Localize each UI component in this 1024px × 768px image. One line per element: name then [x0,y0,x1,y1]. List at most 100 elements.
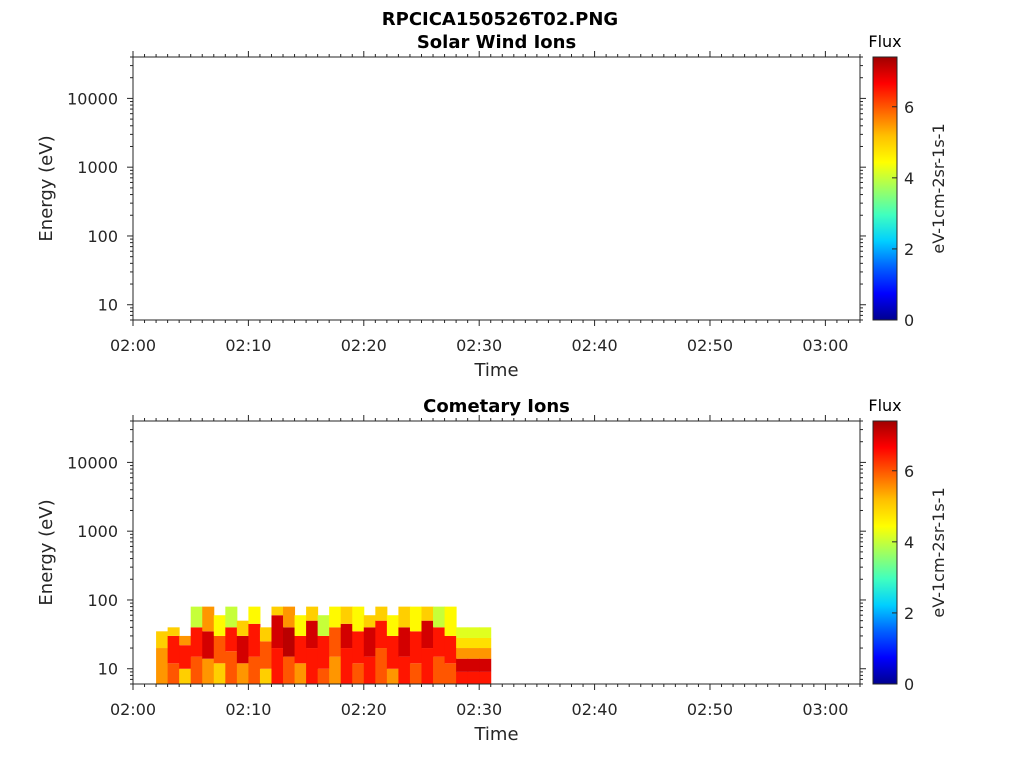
heatmap-cell [421,648,434,684]
axes-box [132,56,861,321]
heatmap-cell [456,637,469,649]
colorbar-unit-label: eV-1cm-2sr-1s-1 [929,487,948,617]
y-axis-label: Energy (eV) [36,499,57,605]
colorbar-tick-label: 4 [904,169,914,188]
heatmap-cell [329,606,342,628]
x-tick-label: 02:20 [341,336,387,355]
heatmap-cell [433,656,446,684]
x-tick-label: 02:00 [110,336,156,355]
panel-title: Cometary Ions [423,396,570,417]
panel-solar-wind-ions: Solar Wind Ions 02:00 02:10 02:20 02:30 02:40… [36,32,948,381]
heatmap-cell [386,615,399,636]
heatmap-cell [294,663,307,684]
heatmap-cell [294,615,307,636]
heatmap-cell [352,631,365,664]
heatmap-cell [398,656,411,684]
heatmap-cell [409,606,422,632]
heatmap-cell [179,645,192,669]
heatmap-cell [202,658,215,684]
heatmap-cell [329,656,342,684]
y-tick-label: 10 [98,296,118,315]
x-tick-label: 03:00 [802,336,848,355]
heatmap-cell [456,648,469,659]
heatmap-cell [225,651,238,684]
heatmap-cell [167,635,180,664]
y-tick-label: 1000 [77,158,118,177]
heatmap-cell [409,663,422,684]
heatmap-cell [283,627,296,657]
heatmap-cell [317,615,330,636]
heatmap-cell [479,658,492,672]
heatmap-cell [271,606,284,616]
figure-title: RPCICA150526T02.PNG [382,9,618,30]
y-tick-label: 10000 [67,453,118,472]
panel-title: Solar Wind Ions [417,32,576,53]
heatmap-cell [179,635,192,646]
x-tick-label: 02:30 [456,336,502,355]
heatmap-cell [363,627,376,657]
heatmap-cell [225,627,238,652]
heatmap-cell [340,623,353,649]
heatmap-cell [294,635,307,664]
heatmap-cell [213,615,226,636]
colorbar: 0 2 4 6 Flux eV-1cm-2sr-1s-1 [868,32,948,330]
colorbar-tick-label: 0 [904,311,914,330]
heatmap-cell [456,627,469,638]
axes-box [132,420,861,685]
y-tick-label: 10 [98,660,118,679]
x-tick-label: 02:20 [341,700,387,719]
heatmap-cell [398,606,411,628]
x-tick-label: 02:40 [572,336,618,355]
heatmap-cell [386,635,399,669]
heatmap-cell [225,606,238,628]
heatmap-cell [363,615,376,628]
colorbar-tick-label: 0 [904,675,914,694]
colorbar-tick-label: 6 [904,98,914,117]
heatmap-cell [467,637,480,649]
heatmap-cell [213,635,226,664]
heatmap-cell [317,668,330,684]
heatmap-cell [271,648,284,684]
heatmap-cell [375,606,388,621]
heatmap-cell [259,668,272,684]
heatmap-cell [190,627,203,657]
heatmap-cell [433,627,446,657]
heatmap-cell [259,641,272,669]
x-tick-label: 02:00 [110,700,156,719]
y-axis-label: Energy (eV) [36,135,57,241]
y-tick-label: 100 [87,227,118,246]
heatmap-cell [467,671,480,684]
heatmap-cell [467,648,480,659]
heatmap-cell [444,606,457,636]
heatmap-cells [156,606,492,684]
heatmap-cell [456,658,469,672]
x-tick-label: 02:40 [572,700,618,719]
heatmap-cell [479,637,492,649]
colorbar-unit-label: eV-1cm-2sr-1s-1 [929,123,948,253]
heatmap-cell [433,606,446,628]
heatmap-cell [467,658,480,672]
x-tick-label: 02:50 [687,700,733,719]
heatmap-cell [283,656,296,684]
heatmap-cell [352,663,365,684]
heatmap-cell [340,648,353,684]
heatmap-cell [202,606,215,632]
heatmap-cell [236,635,249,664]
heatmap-cell [236,663,249,684]
heatmap-cell [479,627,492,638]
heatmap-cell [479,671,492,684]
colorbar-tick-label: 6 [904,462,914,481]
y-tick-label: 10000 [67,89,118,108]
heatmap-cell [444,663,457,684]
colorbar-tick-label: 2 [904,240,914,259]
y-tick-label: 100 [87,591,118,610]
heatmap-cell [271,615,284,649]
heatmap-cell [167,627,180,636]
heatmap-cell [386,668,399,684]
heatmap-cell [409,631,422,664]
heatmap-cell [340,606,353,624]
heatmap-cell [375,620,388,649]
heatmap-cell [248,606,261,624]
heatmap-cell [479,648,492,659]
